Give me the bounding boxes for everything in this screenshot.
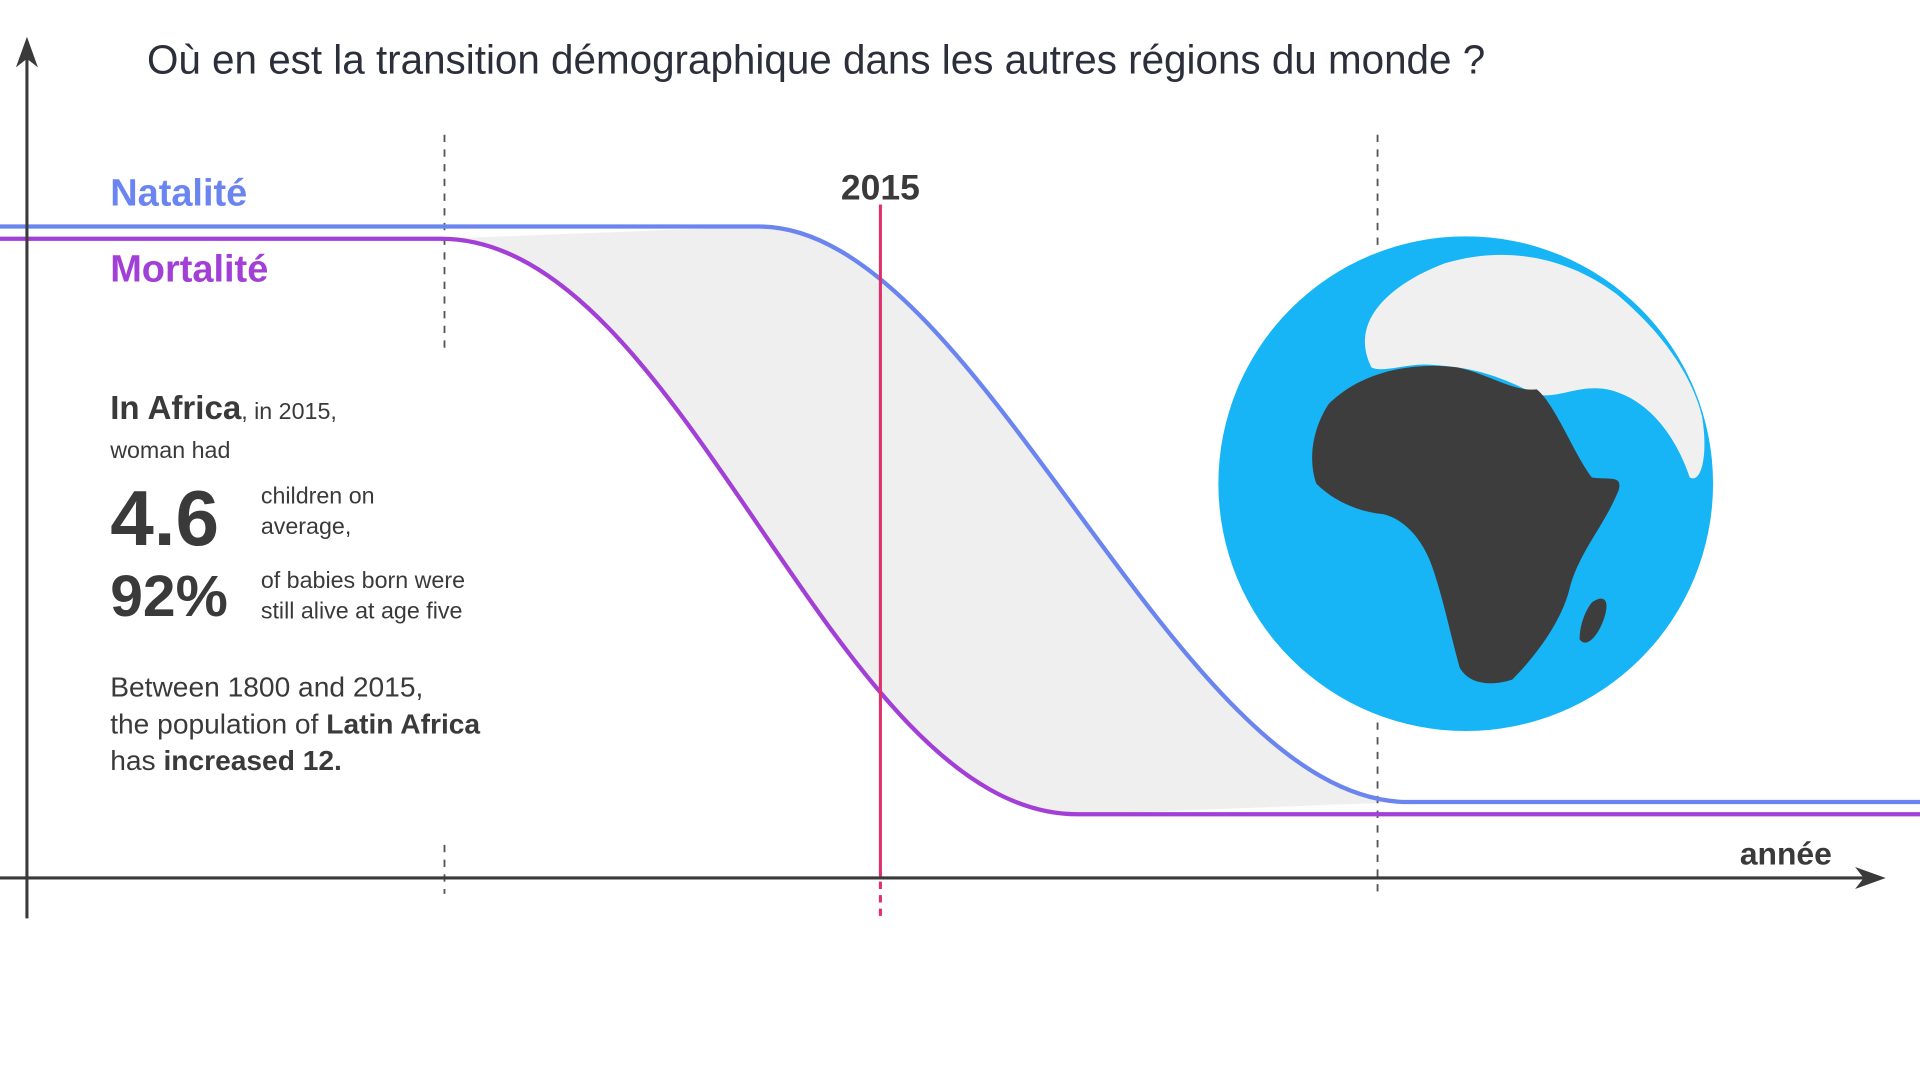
stats: 4.6 children on average, 92% of babies born … [110,474,465,629]
year-label: 2015 [841,168,920,208]
stat-label: children on [261,482,375,508]
death-curve [0,236,1920,817]
title: Où en est la transition démographique da… [147,36,1485,82]
paragraph-run: Latin Africa [326,708,480,739]
stat-label: still alive at age five [261,597,463,623]
legend-birth: Natalité [110,173,247,215]
transition-area [440,226,1409,815]
globe [1218,236,1714,732]
x-axis-label: année [1740,835,1832,871]
stat-label: of babies born were [261,567,465,593]
paragraph-run: the population of [110,708,326,739]
intro-line: woman had [109,437,230,463]
intro-region: In Africa, in 2015, [110,390,337,427]
paragraph: Between 1800 and 2015, the population of … [110,672,480,776]
stat-label: average, [261,513,351,539]
legend-death: Mortalité [110,249,268,291]
paragraph-line: Between 1800 and 2015, [110,672,423,703]
x-axis-arrow [1855,866,1886,889]
intro-context: , in 2015, [241,398,337,424]
paragraph-run: Between 1800 and 2015, [110,672,423,703]
birth-curve [0,224,1920,805]
paragraph-run: increased 12. [163,745,341,776]
stat-figure: 4.6 [110,474,219,562]
y-axis-arrow [15,36,38,68]
stat-figure: 92% [110,564,228,629]
paragraph-line: has increased 12. [110,745,342,776]
paragraph-run: has [110,745,163,776]
intro-region-name: In Africa [110,390,242,427]
paragraph-line: the population of Latin Africa [110,708,480,739]
